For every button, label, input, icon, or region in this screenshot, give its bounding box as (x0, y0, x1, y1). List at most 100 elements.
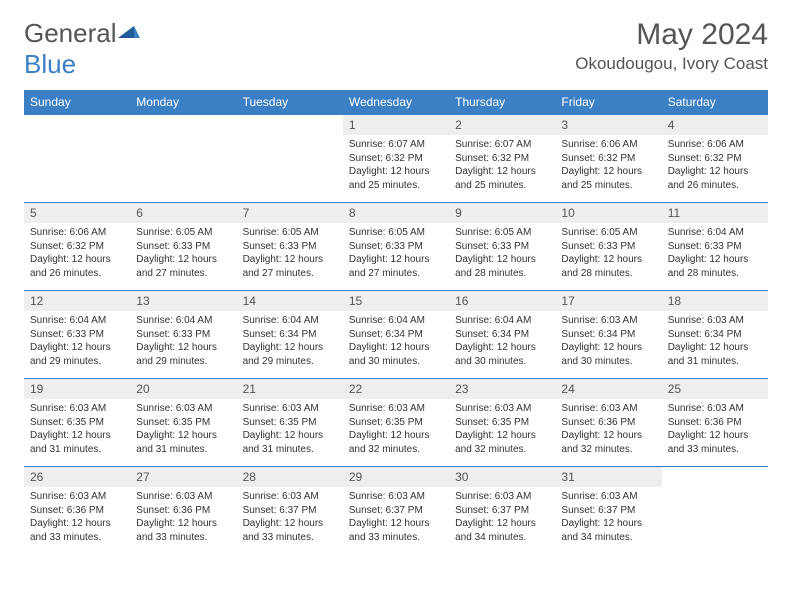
calendar-cell: 14Sunrise: 6:04 AMSunset: 6:34 PMDayligh… (237, 291, 343, 379)
calendar-cell (130, 115, 236, 203)
calendar-cell: 11Sunrise: 6:04 AMSunset: 6:33 PMDayligh… (662, 203, 768, 291)
calendar-cell: 9Sunrise: 6:05 AMSunset: 6:33 PMDaylight… (449, 203, 555, 291)
weekday-header: Friday (555, 90, 661, 115)
day-number: 29 (343, 467, 449, 487)
calendar-cell: 31Sunrise: 6:03 AMSunset: 6:37 PMDayligh… (555, 467, 661, 555)
calendar-row: 26Sunrise: 6:03 AMSunset: 6:36 PMDayligh… (24, 467, 768, 555)
month-title: May 2024 (575, 18, 768, 52)
calendar-cell: 12Sunrise: 6:04 AMSunset: 6:33 PMDayligh… (24, 291, 130, 379)
logo-word-2: Blue (24, 49, 76, 79)
calendar-header-row: SundayMondayTuesdayWednesdayThursdayFrid… (24, 90, 768, 115)
weekday-header: Tuesday (237, 90, 343, 115)
calendar-cell: 3Sunrise: 6:06 AMSunset: 6:32 PMDaylight… (555, 115, 661, 203)
day-details: Sunrise: 6:03 AMSunset: 6:35 PMDaylight:… (24, 399, 130, 458)
day-details: Sunrise: 6:06 AMSunset: 6:32 PMDaylight:… (662, 135, 768, 194)
calendar-cell: 18Sunrise: 6:03 AMSunset: 6:34 PMDayligh… (662, 291, 768, 379)
weekday-header: Sunday (24, 90, 130, 115)
day-number (237, 115, 343, 135)
calendar-cell: 20Sunrise: 6:03 AMSunset: 6:35 PMDayligh… (130, 379, 236, 467)
calendar-cell: 21Sunrise: 6:03 AMSunset: 6:35 PMDayligh… (237, 379, 343, 467)
day-number: 28 (237, 467, 343, 487)
day-details: Sunrise: 6:05 AMSunset: 6:33 PMDaylight:… (130, 223, 236, 282)
calendar-cell: 6Sunrise: 6:05 AMSunset: 6:33 PMDaylight… (130, 203, 236, 291)
day-number: 8 (343, 203, 449, 223)
logo-word-1: General (24, 18, 117, 48)
calendar-cell: 30Sunrise: 6:03 AMSunset: 6:37 PMDayligh… (449, 467, 555, 555)
title-block: May 2024 Okoudougou, Ivory Coast (575, 18, 768, 74)
day-details: Sunrise: 6:05 AMSunset: 6:33 PMDaylight:… (237, 223, 343, 282)
day-details: Sunrise: 6:03 AMSunset: 6:34 PMDaylight:… (662, 311, 768, 370)
day-details: Sunrise: 6:06 AMSunset: 6:32 PMDaylight:… (555, 135, 661, 194)
day-number: 4 (662, 115, 768, 135)
day-details: Sunrise: 6:05 AMSunset: 6:33 PMDaylight:… (343, 223, 449, 282)
calendar-cell: 7Sunrise: 6:05 AMSunset: 6:33 PMDaylight… (237, 203, 343, 291)
day-number: 24 (555, 379, 661, 399)
day-number: 20 (130, 379, 236, 399)
day-details: Sunrise: 6:03 AMSunset: 6:35 PMDaylight:… (343, 399, 449, 458)
day-number: 16 (449, 291, 555, 311)
logo-icon (118, 18, 140, 49)
calendar-cell: 26Sunrise: 6:03 AMSunset: 6:36 PMDayligh… (24, 467, 130, 555)
day-details: Sunrise: 6:03 AMSunset: 6:37 PMDaylight:… (237, 487, 343, 546)
day-details: Sunrise: 6:03 AMSunset: 6:35 PMDaylight:… (130, 399, 236, 458)
calendar-cell: 10Sunrise: 6:05 AMSunset: 6:33 PMDayligh… (555, 203, 661, 291)
day-details: Sunrise: 6:03 AMSunset: 6:37 PMDaylight:… (343, 487, 449, 546)
calendar-cell (24, 115, 130, 203)
day-number: 3 (555, 115, 661, 135)
calendar-cell: 19Sunrise: 6:03 AMSunset: 6:35 PMDayligh… (24, 379, 130, 467)
calendar-table: SundayMondayTuesdayWednesdayThursdayFrid… (24, 90, 768, 555)
day-details: Sunrise: 6:04 AMSunset: 6:34 PMDaylight:… (343, 311, 449, 370)
day-details: Sunrise: 6:07 AMSunset: 6:32 PMDaylight:… (343, 135, 449, 194)
day-details: Sunrise: 6:03 AMSunset: 6:37 PMDaylight:… (449, 487, 555, 546)
day-number: 18 (662, 291, 768, 311)
calendar-cell: 16Sunrise: 6:04 AMSunset: 6:34 PMDayligh… (449, 291, 555, 379)
calendar-row: 5Sunrise: 6:06 AMSunset: 6:32 PMDaylight… (24, 203, 768, 291)
day-number (24, 115, 130, 135)
day-details: Sunrise: 6:07 AMSunset: 6:32 PMDaylight:… (449, 135, 555, 194)
location-label: Okoudougou, Ivory Coast (575, 54, 768, 74)
day-details: Sunrise: 6:03 AMSunset: 6:37 PMDaylight:… (555, 487, 661, 546)
calendar-cell: 13Sunrise: 6:04 AMSunset: 6:33 PMDayligh… (130, 291, 236, 379)
weekday-header: Thursday (449, 90, 555, 115)
calendar-row: 1Sunrise: 6:07 AMSunset: 6:32 PMDaylight… (24, 115, 768, 203)
day-number: 21 (237, 379, 343, 399)
calendar-body: 1Sunrise: 6:07 AMSunset: 6:32 PMDaylight… (24, 115, 768, 555)
day-number: 22 (343, 379, 449, 399)
day-number: 23 (449, 379, 555, 399)
day-details: Sunrise: 6:03 AMSunset: 6:36 PMDaylight:… (24, 487, 130, 546)
calendar-cell: 8Sunrise: 6:05 AMSunset: 6:33 PMDaylight… (343, 203, 449, 291)
logo-text: GeneralBlue (24, 18, 140, 80)
day-details: Sunrise: 6:05 AMSunset: 6:33 PMDaylight:… (449, 223, 555, 282)
day-number: 1 (343, 115, 449, 135)
logo: GeneralBlue (24, 18, 140, 80)
day-details: Sunrise: 6:04 AMSunset: 6:33 PMDaylight:… (24, 311, 130, 370)
weekday-header: Wednesday (343, 90, 449, 115)
day-number: 25 (662, 379, 768, 399)
day-details: Sunrise: 6:03 AMSunset: 6:36 PMDaylight:… (555, 399, 661, 458)
day-details: Sunrise: 6:03 AMSunset: 6:34 PMDaylight:… (555, 311, 661, 370)
calendar-cell: 27Sunrise: 6:03 AMSunset: 6:36 PMDayligh… (130, 467, 236, 555)
day-details: Sunrise: 6:03 AMSunset: 6:35 PMDaylight:… (449, 399, 555, 458)
calendar-cell (662, 467, 768, 555)
day-number: 14 (237, 291, 343, 311)
calendar-cell: 23Sunrise: 6:03 AMSunset: 6:35 PMDayligh… (449, 379, 555, 467)
day-number: 30 (449, 467, 555, 487)
day-details: Sunrise: 6:04 AMSunset: 6:33 PMDaylight:… (662, 223, 768, 282)
calendar-cell: 24Sunrise: 6:03 AMSunset: 6:36 PMDayligh… (555, 379, 661, 467)
day-number: 5 (24, 203, 130, 223)
day-details: Sunrise: 6:04 AMSunset: 6:34 PMDaylight:… (237, 311, 343, 370)
day-number: 15 (343, 291, 449, 311)
day-number (130, 115, 236, 135)
weekday-header: Monday (130, 90, 236, 115)
calendar-cell: 28Sunrise: 6:03 AMSunset: 6:37 PMDayligh… (237, 467, 343, 555)
day-number (662, 467, 768, 487)
day-number: 13 (130, 291, 236, 311)
calendar-cell: 22Sunrise: 6:03 AMSunset: 6:35 PMDayligh… (343, 379, 449, 467)
page-header: GeneralBlue May 2024 Okoudougou, Ivory C… (24, 18, 768, 80)
day-number: 9 (449, 203, 555, 223)
day-number: 17 (555, 291, 661, 311)
day-number: 11 (662, 203, 768, 223)
day-details: Sunrise: 6:04 AMSunset: 6:34 PMDaylight:… (449, 311, 555, 370)
calendar-cell: 2Sunrise: 6:07 AMSunset: 6:32 PMDaylight… (449, 115, 555, 203)
day-number: 7 (237, 203, 343, 223)
